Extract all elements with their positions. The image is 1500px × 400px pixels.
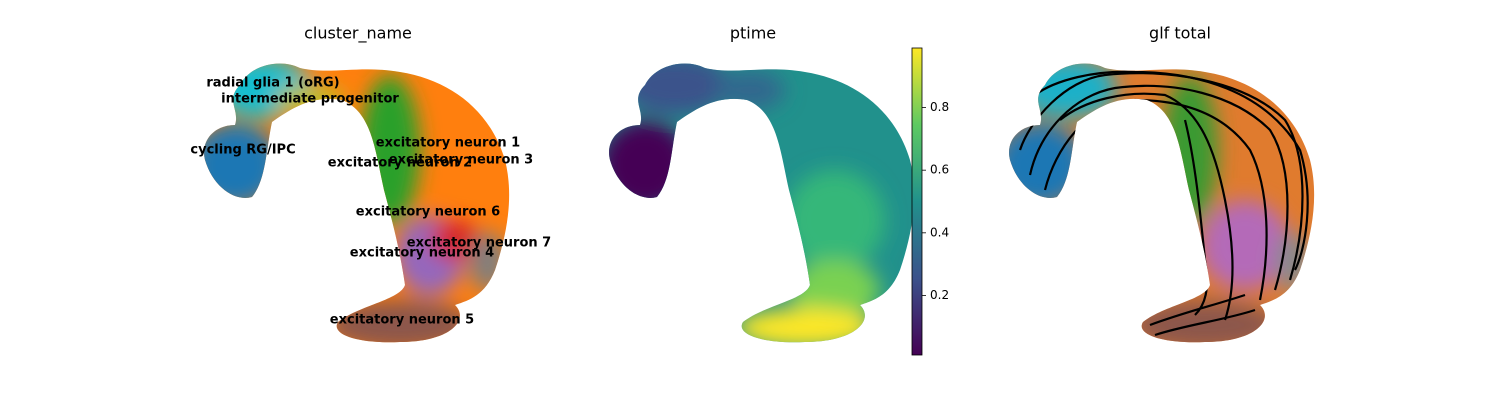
colorbar-tick-label: 0.8	[930, 100, 949, 114]
colorbar-tick-label: 0.2	[930, 288, 949, 302]
colorbar-tick-label: 0.4	[930, 225, 949, 239]
colorbar-tick-label: 0.6	[930, 163, 949, 177]
panel-title: ptime	[730, 24, 776, 43]
ptime-embedding	[609, 63, 915, 343]
cluster-label: radial glia 1 (oRG)	[206, 76, 339, 91]
cluster-label: excitatory neuron 2	[328, 156, 472, 171]
cluster-label: excitatory neuron 6	[356, 205, 500, 220]
cluster-label: cycling RG/IPC	[190, 143, 295, 158]
cluster-label: excitatory neuron 3	[389, 153, 533, 168]
cluster-label: excitatory neuron 1	[376, 136, 520, 151]
panel-title: glf total	[1149, 24, 1211, 43]
cluster-label: excitatory neuron 5	[330, 313, 474, 328]
colorbar	[911, 47, 923, 356]
panel-title: cluster_name	[304, 24, 412, 44]
velocity-embedding	[1009, 63, 1315, 343]
cluster-label: excitatory neuron 7	[407, 236, 551, 251]
cluster-label: intermediate progenitor	[221, 92, 399, 107]
cluster-label: excitatory neuron 4	[350, 246, 494, 261]
